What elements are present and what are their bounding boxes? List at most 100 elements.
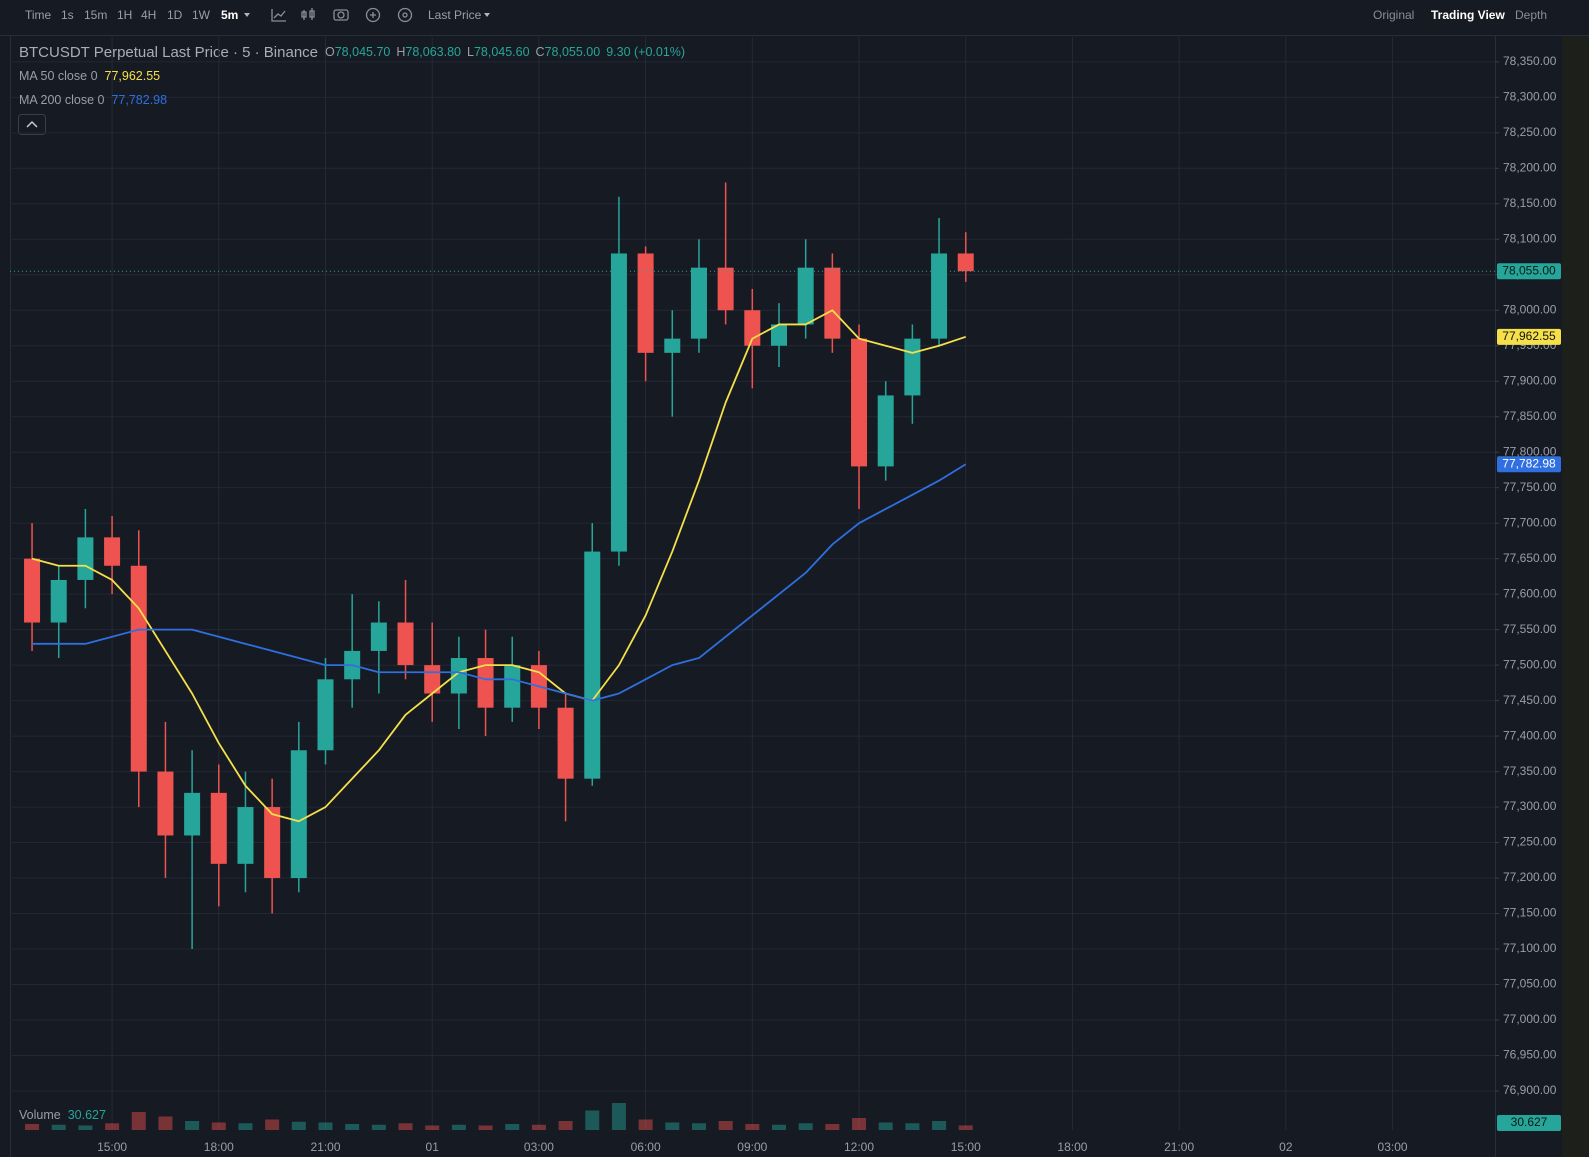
volume-name: Volume: [19, 1108, 61, 1122]
view-tab[interactable]: Trading View: [1431, 8, 1505, 22]
y-tick-label: 77,350.00: [1503, 764, 1557, 778]
interval-button[interactable]: 15m: [84, 8, 107, 22]
volume-bar: [318, 1122, 333, 1130]
x-tick-label: 12:00: [844, 1140, 874, 1154]
candle-body: [877, 395, 894, 467]
volume-bar: [798, 1123, 813, 1130]
volume-bar: [852, 1118, 867, 1130]
ohlc-value: 78,055.00: [545, 45, 601, 59]
volume-bar: [505, 1124, 520, 1130]
y-tick-label: 76,950.00: [1503, 1048, 1557, 1062]
x-tick-label: 01: [426, 1140, 440, 1154]
candle-body: [184, 792, 201, 836]
interval-button[interactable]: 1W: [192, 8, 211, 22]
candle-body: [157, 771, 174, 836]
interval-button[interactable]: 1s: [61, 8, 74, 22]
y-tick-label: 77,600.00: [1503, 586, 1557, 600]
volume-bar: [531, 1124, 546, 1130]
volume-bar: [878, 1122, 893, 1130]
candle-body: [290, 750, 307, 879]
volume-bar: [425, 1125, 440, 1130]
candle-body: [824, 267, 841, 339]
chart-title: BTCUSDT Perpetual Last Price · 5 · Binan…: [19, 44, 318, 61]
change: 9.30 (+0.01%): [606, 45, 685, 59]
candle-body: [210, 792, 227, 864]
ohlc-value: 78,045.60: [474, 45, 530, 59]
interval-button[interactable]: 4H: [141, 8, 156, 22]
candle-body: [637, 253, 654, 353]
candle-body: [397, 622, 414, 666]
x-tick-label: 18:00: [204, 1140, 234, 1154]
candle-icon[interactable]: [301, 8, 315, 20]
ma-name: MA 50 close 0: [19, 69, 98, 83]
y-tick-label: 78,250.00: [1503, 125, 1557, 139]
volume-bar: [51, 1124, 66, 1130]
candle-body: [770, 324, 787, 346]
interval-button[interactable]: Time: [25, 8, 52, 22]
y-tick-label: 77,650.00: [1503, 551, 1557, 565]
settings-icon[interactable]: [397, 7, 413, 23]
volume-bar: [585, 1110, 600, 1130]
last-price-tag-bg: [1497, 263, 1561, 280]
ohlc-key: L: [467, 45, 474, 59]
volume-bar: [558, 1121, 573, 1130]
x-tick-label: 21:00: [310, 1140, 340, 1154]
indicator-icon[interactable]: [271, 9, 286, 22]
y-tick-label: 77,700.00: [1503, 515, 1557, 529]
candle-body: [797, 267, 814, 325]
candle-body: [931, 253, 948, 339]
y-tick-label: 77,150.00: [1503, 906, 1557, 920]
candle-body: [717, 267, 734, 311]
volume-bar: [371, 1124, 386, 1130]
candle-body: [610, 253, 627, 552]
collapse-button[interactable]: [18, 114, 46, 135]
ohlc-key: O: [325, 45, 335, 59]
volume-bar: [265, 1119, 280, 1130]
active-interval[interactable]: 5m: [221, 8, 238, 22]
volume-legend: Volume 30.627: [19, 1108, 106, 1122]
volume-bar: [611, 1103, 626, 1130]
volume-bar: [158, 1116, 173, 1130]
y-tick-label: 77,050.00: [1503, 977, 1557, 991]
camera-icon[interactable]: [333, 9, 349, 21]
interval-button[interactable]: 1H: [117, 8, 132, 22]
candle-body: [370, 622, 387, 651]
ma-line: [32, 463, 967, 702]
side-strip: [1562, 36, 1589, 1157]
x-tick-label: 03:00: [524, 1140, 554, 1154]
y-tick-label: 78,000.00: [1503, 302, 1557, 316]
add-icon[interactable]: [365, 7, 381, 23]
candle-body: [664, 338, 681, 353]
volume-bar: [745, 1124, 760, 1130]
view-tab[interactable]: Depth: [1515, 8, 1547, 22]
volume-bar: [825, 1124, 840, 1130]
volume-bar: [451, 1124, 466, 1130]
volume-bar: [25, 1124, 40, 1130]
collapse-arrow: [26, 120, 38, 128]
y-tick-label: 77,500.00: [1503, 657, 1557, 671]
ma-value: 77,782.98: [111, 93, 167, 107]
y-tick-label: 77,450.00: [1503, 693, 1557, 707]
y-tick-label: 77,100.00: [1503, 941, 1557, 955]
ohlc-key: H: [396, 45, 405, 59]
volume-bar: [78, 1125, 93, 1130]
ohlc-value: 78,045.70: [335, 45, 391, 59]
last-price-tag: 78,055.00: [1502, 263, 1556, 277]
volume-tag-bg: [1497, 1115, 1561, 1131]
ohlc-key: C: [536, 45, 545, 59]
volume-bar: [691, 1123, 706, 1130]
volume-bar: [932, 1121, 947, 1130]
candle-body: [50, 579, 67, 623]
price-type-select[interactable]: Last Price: [428, 8, 482, 22]
candle-body: [130, 565, 147, 772]
volume-bar: [238, 1123, 253, 1130]
candle-body: [237, 807, 254, 864]
candle-body: [24, 558, 41, 623]
settings-dot: [402, 12, 408, 18]
view-tab[interactable]: Original: [1373, 8, 1414, 22]
x-tick-label: 09:00: [737, 1140, 767, 1154]
interval-button[interactable]: 1D: [167, 8, 183, 22]
y-tick-label: 77,550.00: [1503, 622, 1557, 636]
